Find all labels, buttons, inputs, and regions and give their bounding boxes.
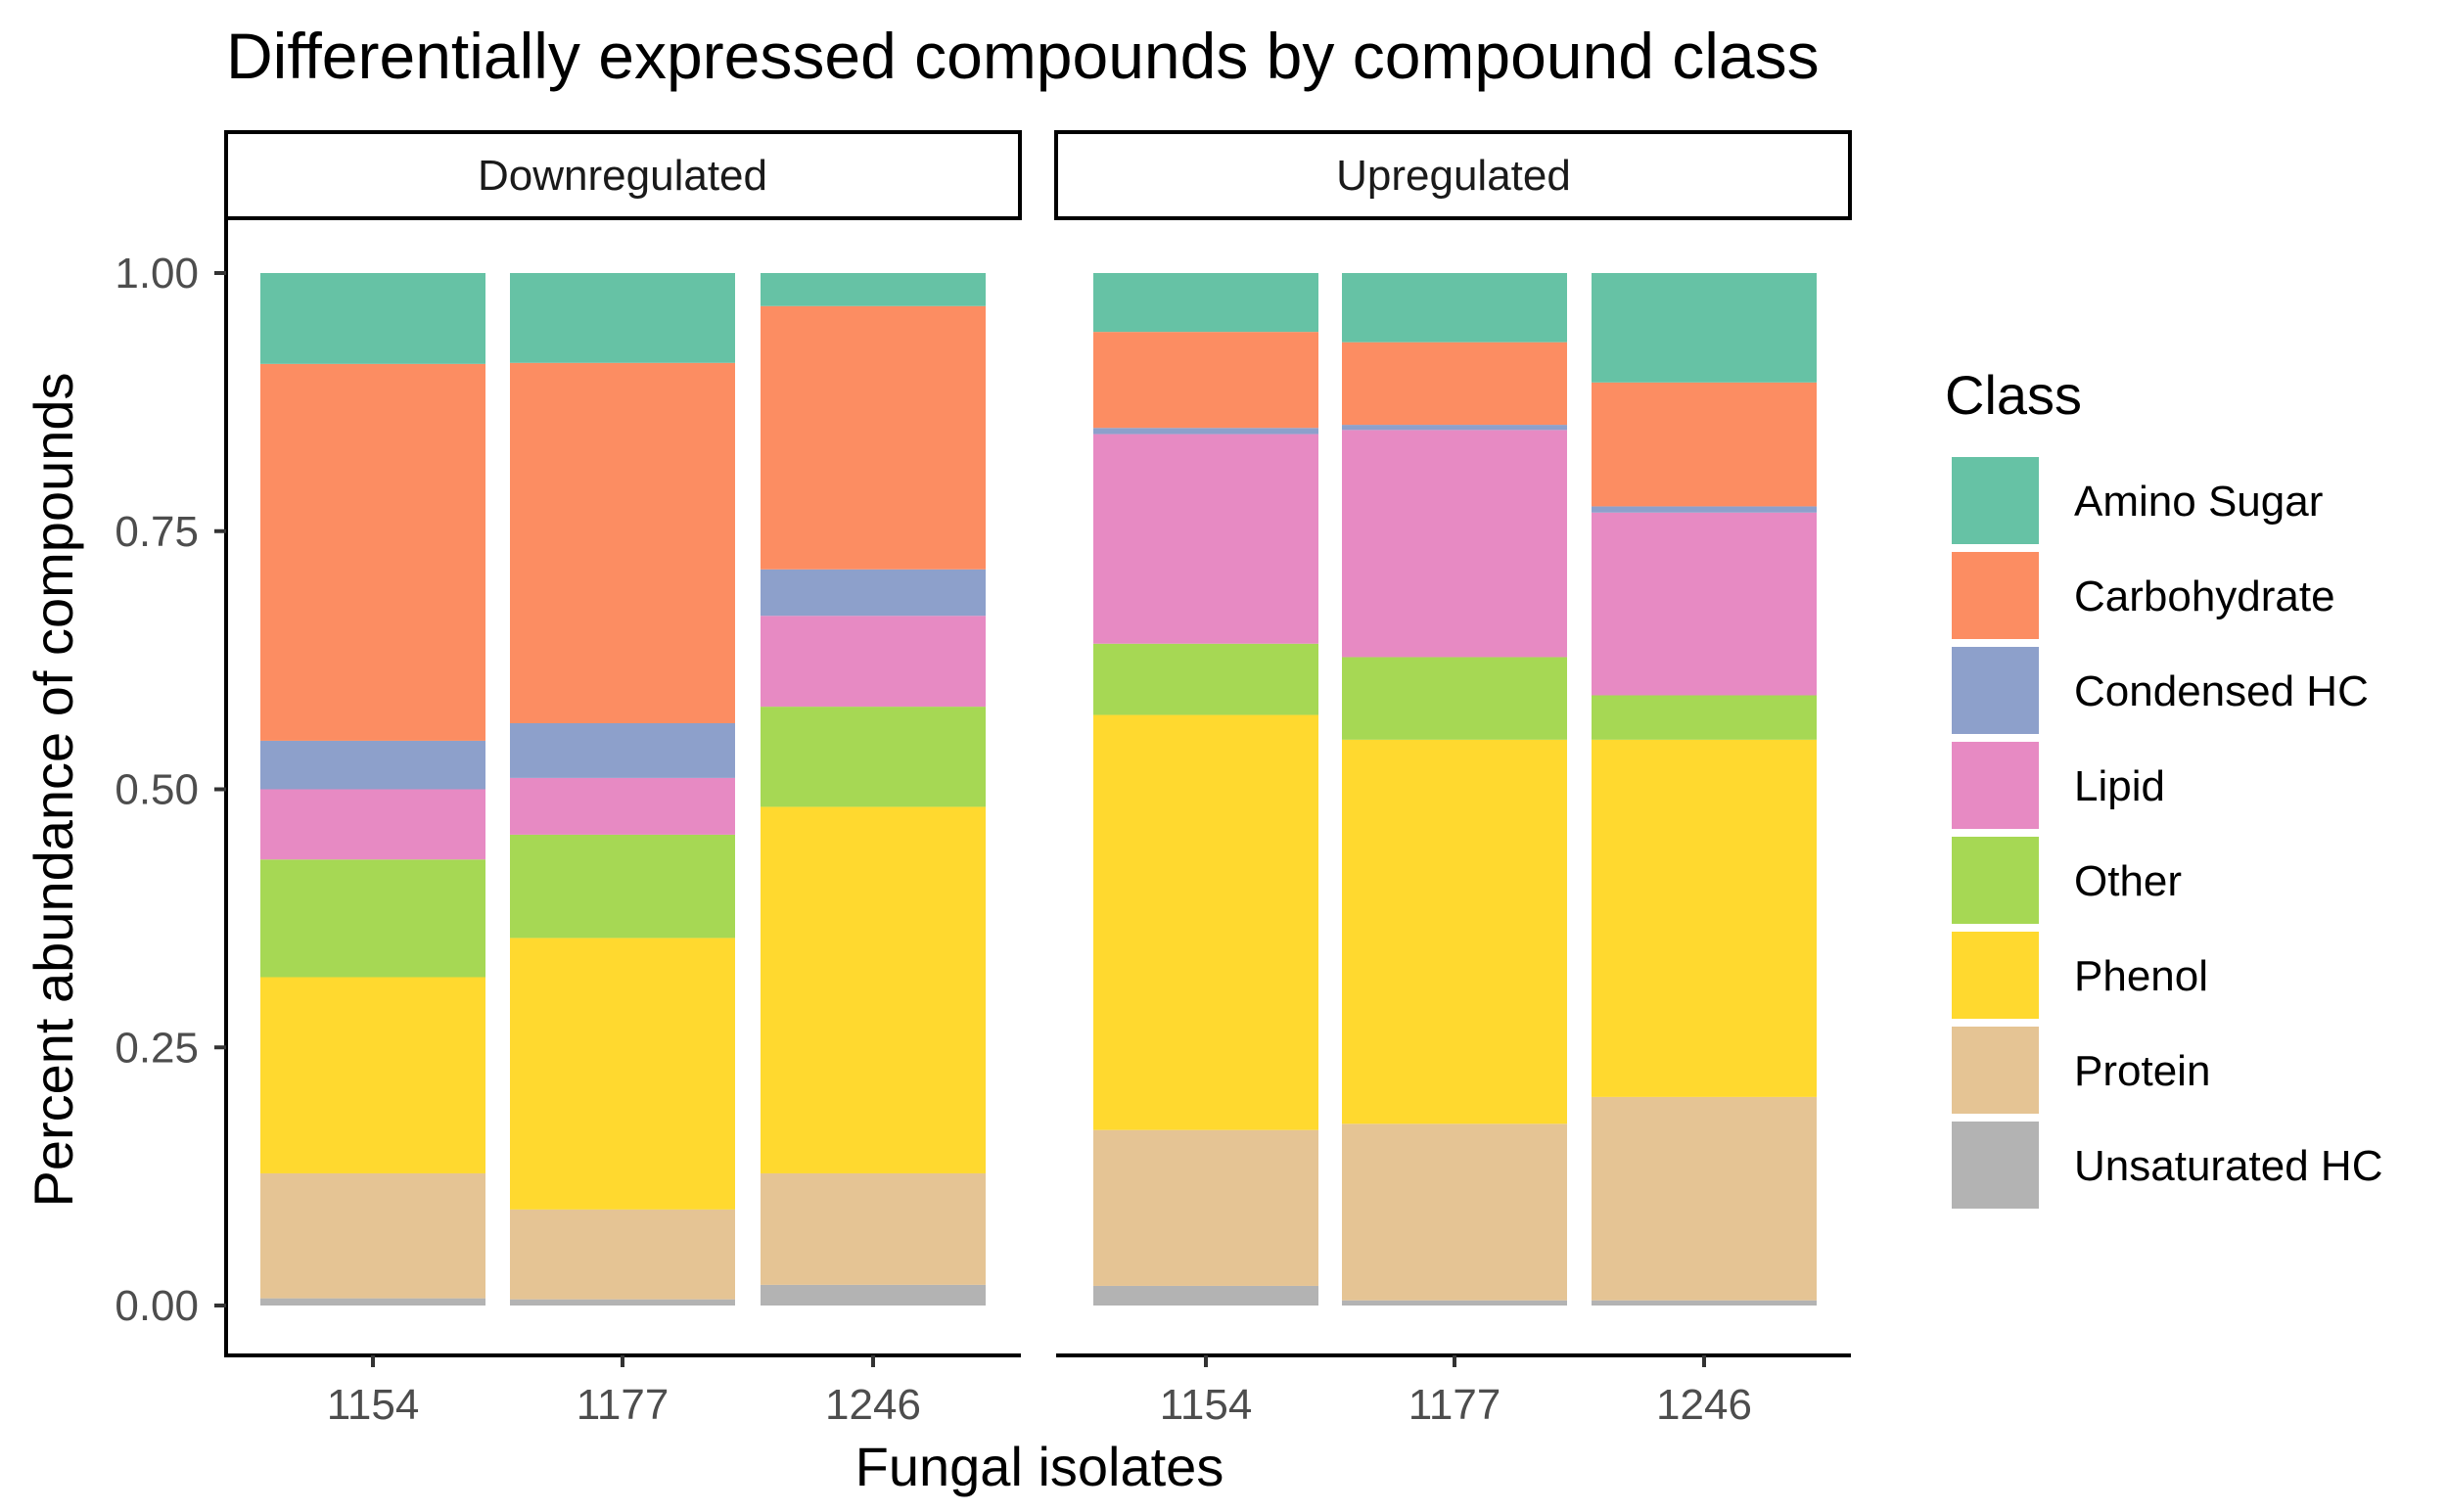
bar-segment-upregulated-1154-other (1093, 643, 1318, 715)
legend-swatch-amino-sugar (1952, 457, 2039, 544)
bar-segment-downregulated-1246-amino-sugar (761, 273, 986, 306)
bar-segment-downregulated-1177-phenol (510, 938, 735, 1210)
legend-label-phenol: Phenol (2074, 952, 2208, 1000)
bar-segment-upregulated-1246-lipid (1592, 512, 1817, 696)
x-tick-label: 1154 (327, 1381, 420, 1429)
bar-segment-downregulated-1246-phenol (761, 806, 986, 1173)
bar-segment-upregulated-1177-condensed-hc (1342, 425, 1567, 431)
legend-label-condensed-hc: Condensed HC (2074, 667, 2369, 715)
bar-segment-downregulated-1154-carbohydrate (260, 363, 485, 741)
legend-swatch-condensed-hc (1952, 647, 2039, 734)
bar-segment-downregulated-1154-unsaturated-hc (260, 1298, 485, 1306)
legend-swatch-protein (1952, 1027, 2039, 1114)
bar-segment-upregulated-1246-carbohydrate (1592, 382, 1817, 507)
bar-segment-downregulated-1154-condensed-hc (260, 740, 485, 790)
bar-segment-upregulated-1246-phenol (1592, 739, 1817, 1097)
bar-segment-upregulated-1177-protein (1342, 1123, 1567, 1301)
panel-strips: Downregulated Upregulated (224, 130, 1852, 220)
x-tick-label: 1177 (1408, 1381, 1501, 1429)
legend-swatch-unsaturated-hc (1952, 1122, 2039, 1209)
legend-label-other: Other (2074, 857, 2182, 905)
bar-segment-downregulated-1177-lipid (510, 777, 735, 835)
y-tick-label: 0.75 (115, 508, 199, 556)
panel-strip-upregulated (1054, 130, 1852, 220)
panel-strip-label-downregulated: Downregulated (478, 152, 767, 200)
bar-segment-downregulated-1154-lipid (260, 789, 485, 860)
bar-segment-upregulated-1177-amino-sugar (1342, 273, 1567, 343)
bar-segment-upregulated-1154-phenol (1093, 714, 1318, 1130)
bar-segment-downregulated-1177-protein (510, 1209, 735, 1300)
panel-strip-downregulated (224, 130, 1022, 220)
bar-segment-upregulated-1154-unsaturated-hc (1093, 1285, 1318, 1306)
legend-label-protein: Protein (2074, 1047, 2210, 1095)
bar-segment-upregulated-1177-phenol (1342, 739, 1567, 1124)
bar-segment-downregulated-1246-carbohydrate (761, 305, 986, 570)
bar-segment-upregulated-1154-protein (1093, 1129, 1318, 1286)
bar-segment-upregulated-1177-other (1342, 657, 1567, 740)
x-axis-title: Fungal isolates (855, 1436, 1224, 1497)
bar-segment-upregulated-1154-amino-sugar (1093, 273, 1318, 333)
bar-segment-downregulated-1154-amino-sugar (260, 273, 485, 364)
bar-segments (260, 273, 1817, 1306)
bar-segment-downregulated-1246-unsaturated-hc (761, 1284, 986, 1306)
legend-swatch-lipid (1952, 742, 2039, 829)
panel-strip-label-upregulated: Upregulated (1336, 152, 1571, 200)
bar-segment-downregulated-1246-other (761, 707, 986, 807)
bar-segment-upregulated-1154-carbohydrate (1093, 332, 1318, 429)
x-tick-label: 1246 (825, 1381, 921, 1429)
bar-segment-upregulated-1246-protein (1592, 1096, 1817, 1301)
bar-segment-downregulated-1177-other (510, 834, 735, 939)
legend-label-carbohydrate: Carbohydrate (2074, 573, 2335, 620)
x-ticks: 1154 1177 1246 1154 1177 1246 (327, 1355, 1752, 1429)
legend-label-amino-sugar: Amino Sugar (2074, 478, 2323, 526)
y-ticks: 0.00 0.25 0.50 0.75 1.00 (115, 250, 226, 1330)
bar-segment-downregulated-1177-carbohydrate (510, 362, 735, 723)
bar-segment-downregulated-1177-condensed-hc (510, 722, 735, 778)
bar-segment-upregulated-1246-other (1592, 695, 1817, 740)
x-tick-label: 1246 (1656, 1381, 1752, 1429)
bar-segment-downregulated-1246-condensed-hc (761, 569, 986, 617)
chart-title: Differentially expressed compounds by co… (226, 20, 1820, 92)
bar-segment-upregulated-1177-unsaturated-hc (1342, 1300, 1567, 1306)
legend: Amino Sugar Carbohydrate Condensed HC Lipid… (1952, 457, 2382, 1209)
legend-label-lipid: Lipid (2074, 762, 2165, 810)
bar-segment-downregulated-1246-lipid (761, 616, 986, 708)
bar-segment-upregulated-1154-lipid (1093, 434, 1318, 644)
bar-segment-downregulated-1177-amino-sugar (510, 273, 735, 363)
y-tick-label: 0.00 (115, 1282, 199, 1330)
bar-segment-upregulated-1246-condensed-hc (1592, 506, 1817, 513)
y-tick-label: 0.25 (115, 1024, 199, 1072)
bar-segment-downregulated-1154-phenol (260, 977, 485, 1173)
bar-segment-upregulated-1177-carbohydrate (1342, 342, 1567, 426)
bar-segment-downregulated-1154-other (260, 859, 485, 978)
legend-swatch-carbohydrate (1952, 552, 2039, 639)
legend-label-unsaturated-hc: Unsaturated HC (2074, 1142, 2382, 1190)
legend-title: Class (1945, 364, 2082, 426)
bar-segment-upregulated-1246-amino-sugar (1592, 273, 1817, 383)
y-tick-label: 0.50 (115, 766, 199, 814)
bar-segment-downregulated-1177-unsaturated-hc (510, 1299, 735, 1306)
legend-swatch-other (1952, 837, 2039, 924)
y-tick-label: 1.00 (115, 250, 199, 298)
bar-segment-upregulated-1154-condensed-hc (1093, 428, 1318, 435)
x-tick-label: 1177 (577, 1381, 669, 1429)
x-tick-label: 1154 (1160, 1381, 1253, 1429)
bar-segment-upregulated-1177-lipid (1342, 430, 1567, 658)
bar-segment-upregulated-1246-unsaturated-hc (1592, 1300, 1817, 1306)
bar-segment-downregulated-1246-protein (761, 1172, 986, 1285)
y-axis-title: Percent abundance of compounds (23, 372, 84, 1207)
bar-segment-downregulated-1154-protein (260, 1172, 485, 1299)
legend-swatch-phenol (1952, 932, 2039, 1019)
